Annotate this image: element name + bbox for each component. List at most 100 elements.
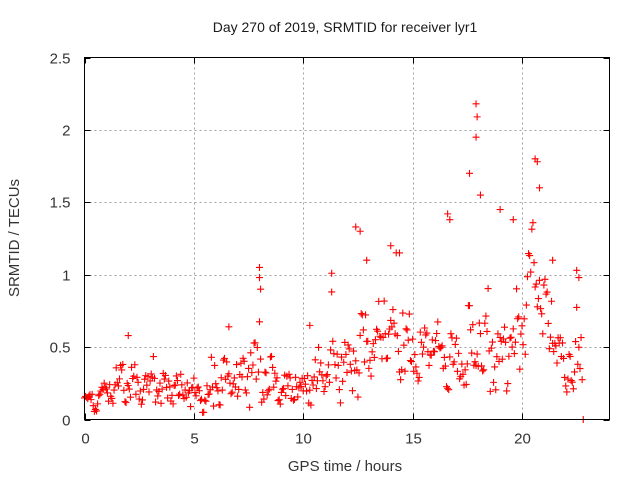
data-point (416, 328, 424, 336)
data-point (296, 378, 304, 386)
data-point (96, 390, 104, 398)
data-point (538, 310, 546, 318)
data-point (508, 343, 516, 351)
data-point (211, 361, 219, 369)
data-point (178, 381, 186, 389)
data-point (166, 383, 174, 391)
data-point (101, 383, 109, 391)
data-point (266, 353, 274, 361)
x-tick-label: 20 (514, 431, 531, 448)
data-point (365, 364, 373, 372)
data-point (364, 337, 372, 345)
data-point (352, 357, 360, 365)
data-point (257, 285, 265, 293)
data-point (254, 368, 262, 376)
data-point (124, 332, 132, 340)
data-point (230, 374, 238, 382)
data-point (383, 354, 391, 362)
data-point (550, 348, 558, 356)
data-point (169, 400, 177, 408)
data-point (563, 388, 571, 396)
data-point (519, 341, 527, 349)
data-point (576, 365, 584, 373)
data-point (446, 216, 454, 224)
data-point (389, 306, 397, 314)
data-point (140, 385, 148, 393)
data-point (315, 343, 323, 351)
y-tick-label: 2.5 (50, 51, 71, 68)
data-point (553, 359, 561, 367)
data-point (327, 346, 335, 354)
data-point (272, 377, 280, 385)
data-point (289, 396, 297, 404)
y-tick-label: 0.5 (50, 340, 71, 357)
data-point (121, 398, 129, 406)
data-point (133, 373, 141, 381)
data-point (569, 385, 577, 393)
data-point (544, 319, 552, 327)
data-point (321, 383, 329, 391)
data-point (453, 367, 461, 375)
data-point (462, 380, 470, 388)
y-tick-label: 1.5 (50, 195, 71, 212)
data-point (94, 400, 102, 408)
data-point (182, 393, 190, 401)
data-point (380, 297, 388, 305)
data-point (263, 391, 271, 399)
data-point (562, 382, 570, 390)
data-point (522, 301, 530, 309)
data-point (273, 374, 281, 382)
data-point (280, 384, 288, 392)
data-point (256, 274, 263, 282)
data-point (398, 366, 406, 374)
data-point (149, 353, 157, 361)
data-point (93, 407, 101, 415)
data-point (468, 349, 476, 357)
data-point (463, 360, 471, 368)
data-point (124, 381, 132, 389)
data-point (346, 360, 354, 368)
data-point (466, 302, 473, 310)
data-point (450, 358, 458, 366)
data-point (332, 374, 340, 382)
data-point (447, 330, 455, 338)
data-point (306, 321, 314, 329)
data-point (154, 392, 162, 400)
data-point (275, 396, 283, 404)
data-point (288, 385, 296, 393)
data-point (338, 353, 346, 361)
data-point (134, 378, 142, 386)
data-point (322, 372, 330, 380)
data-point (306, 386, 314, 394)
data-point (518, 322, 526, 330)
data-point (400, 341, 408, 349)
data-point (253, 343, 261, 351)
data-point (483, 327, 491, 335)
data-point (89, 402, 97, 410)
data-point (261, 368, 269, 376)
data-point (421, 324, 429, 332)
data-point (526, 252, 534, 260)
data-point (366, 356, 374, 364)
data-point (323, 371, 331, 379)
data-point (479, 367, 487, 375)
data-point (387, 242, 395, 250)
data-point (359, 326, 367, 334)
data-point (472, 133, 480, 141)
data-point (577, 334, 585, 342)
data-point (543, 288, 551, 296)
data-point (536, 184, 543, 192)
data-point (217, 374, 225, 382)
data-point (285, 370, 293, 378)
data-point (451, 340, 459, 348)
data-point (126, 393, 134, 401)
data-point (513, 285, 521, 293)
data-point (225, 370, 233, 378)
data-point (132, 390, 140, 398)
data-point (187, 403, 195, 411)
data-point (271, 369, 279, 377)
data-point (516, 365, 524, 373)
data-point (367, 372, 375, 380)
data-point (388, 323, 396, 331)
data-point (176, 390, 184, 398)
